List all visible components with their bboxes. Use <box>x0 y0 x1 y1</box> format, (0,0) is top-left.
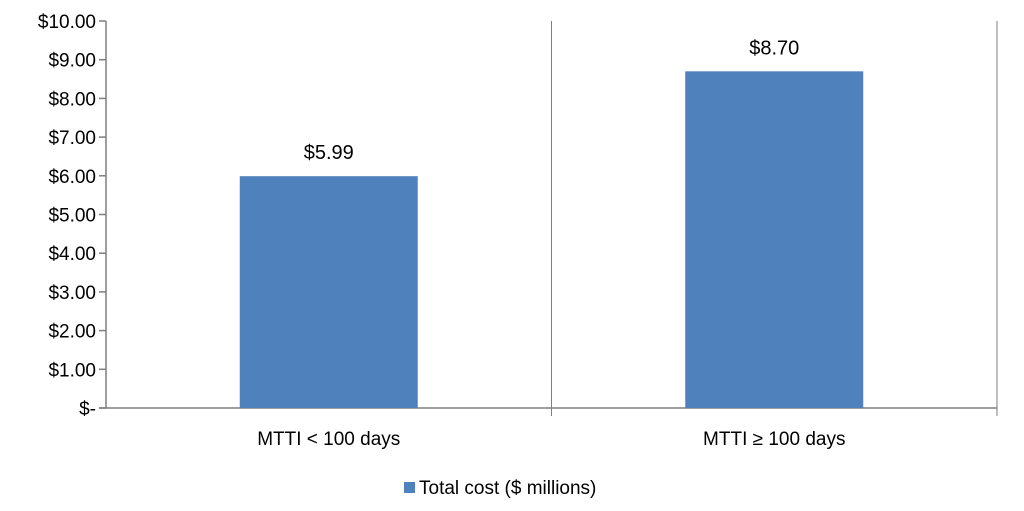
y-tick-label: $10.00 <box>38 12 96 33</box>
legend: Total cost ($ millions) <box>404 478 596 499</box>
y-tick-label: $6.00 <box>48 167 96 188</box>
category-label: MTTI < 100 days <box>257 429 400 450</box>
data-labels: $5.99 $8.70 <box>304 37 800 164</box>
bars <box>239 71 864 408</box>
y-tick-label: $2.00 <box>48 322 96 343</box>
y-tick-label: $7.00 <box>48 128 96 149</box>
y-tick-label: $4.00 <box>48 244 96 265</box>
bar <box>239 176 418 408</box>
y-tick-label: $9.00 <box>48 51 96 72</box>
y-tick-label: $8.00 <box>48 89 96 110</box>
legend-label: Total cost ($ millions) <box>419 478 596 499</box>
category-label: MTTI ≥ 100 days <box>703 429 845 450</box>
x-axis: MTTI < 100 days MTTI ≥ 100 days <box>257 429 845 450</box>
legend-swatch <box>404 482 415 493</box>
y-axis: $- $1.00 $2.00 $3.00 $4.00 $5.00 $6.00 $7.00 $8.… <box>38 12 106 420</box>
y-tick-label: $5.00 <box>48 206 96 227</box>
data-label: $8.70 <box>749 37 799 59</box>
data-label: $5.99 <box>304 142 354 164</box>
y-tick-label: $- <box>79 399 96 420</box>
y-tick-label: $3.00 <box>48 283 96 304</box>
bar <box>685 71 864 408</box>
y-tick-label: $1.00 <box>48 360 96 381</box>
